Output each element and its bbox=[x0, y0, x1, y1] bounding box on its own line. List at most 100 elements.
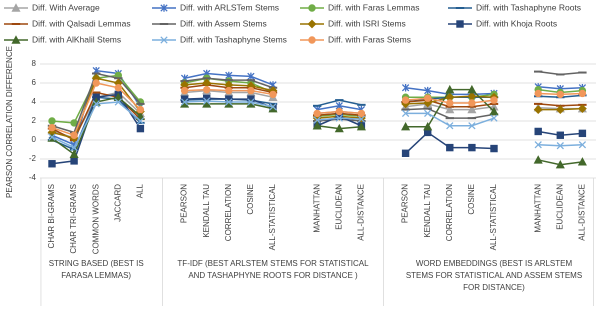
data-point bbox=[48, 123, 56, 132]
data-point bbox=[445, 84, 455, 94]
legend-label: Diff. with ISRI Stems bbox=[328, 18, 406, 28]
x-tick-label: EUCLIDEAN bbox=[334, 184, 343, 230]
data-point bbox=[114, 98, 122, 106]
x-tick-label: CHAR TRI-GRAMS bbox=[69, 184, 78, 254]
data-point bbox=[533, 105, 543, 115]
legend-symbol bbox=[308, 36, 316, 44]
data-point bbox=[313, 109, 321, 118]
x-tick-label: ALL-STATISTICAL bbox=[489, 183, 498, 250]
legend-symbol bbox=[307, 19, 317, 29]
x-tick-label: PEARSON bbox=[401, 184, 410, 223]
data-point bbox=[446, 99, 454, 107]
x-tick-label: KENDALL TAU bbox=[423, 184, 432, 238]
data-point bbox=[357, 109, 366, 118]
legend-symbol bbox=[308, 4, 316, 12]
data-point bbox=[555, 105, 565, 115]
data-point bbox=[92, 79, 100, 87]
group-label: AND TASHAPHYNE ROOTS FOR DISTANCE ) bbox=[188, 271, 358, 280]
data-point bbox=[247, 98, 255, 106]
x-tick-label: COMMON WORDS bbox=[91, 184, 100, 254]
x-tick-label: COSINE bbox=[246, 184, 255, 215]
data-point bbox=[468, 143, 476, 152]
data-point bbox=[534, 89, 542, 98]
data-point bbox=[114, 84, 123, 92]
legend-symbol bbox=[11, 3, 21, 12]
data-point bbox=[424, 109, 432, 118]
x-tick-label: EUCLIDEAN bbox=[555, 184, 564, 230]
x-tick-label: CHAR BI-GRAMS bbox=[47, 184, 56, 248]
data-point bbox=[490, 144, 498, 153]
data-point bbox=[203, 85, 211, 94]
data-point bbox=[401, 109, 410, 118]
data-point bbox=[247, 72, 255, 81]
data-point bbox=[401, 84, 410, 92]
data-point bbox=[357, 115, 366, 123]
data-point bbox=[424, 94, 432, 102]
legend-label: Diff. with Qalsadi Lemmas bbox=[32, 18, 131, 28]
data-point bbox=[136, 105, 145, 114]
x-tick-label: JACCARD bbox=[113, 184, 122, 222]
data-point bbox=[180, 98, 189, 106]
x-tick-label: KENDALL TAU bbox=[202, 184, 211, 238]
data-point bbox=[490, 96, 498, 104]
data-point bbox=[534, 141, 542, 149]
data-point bbox=[401, 149, 410, 158]
data-point bbox=[468, 99, 476, 107]
x-tick-label: COSINE bbox=[467, 184, 476, 215]
legend-label: Diff. with AlKhalil Stems bbox=[32, 34, 121, 44]
data-point bbox=[70, 131, 78, 139]
data-point bbox=[136, 124, 145, 133]
group-label: STEMS FOR STATISTICAL AND ASSEM STEMS bbox=[406, 271, 582, 280]
data-point bbox=[247, 86, 255, 95]
data-point bbox=[70, 143, 78, 152]
y-axis-label: PEARSON CORRELATION DIFFERENCE bbox=[5, 46, 14, 198]
data-point bbox=[556, 142, 564, 150]
legend-symbol bbox=[11, 35, 21, 44]
data-point bbox=[489, 106, 499, 116]
y-tick-label: 6 bbox=[32, 78, 37, 87]
x-tick-label: CORRELATION bbox=[445, 184, 454, 241]
data-point bbox=[534, 127, 542, 136]
data-point bbox=[225, 86, 233, 95]
data-point bbox=[92, 100, 100, 108]
legend-symbol bbox=[160, 4, 168, 12]
data-point bbox=[578, 129, 587, 138]
data-point bbox=[48, 117, 56, 125]
data-point bbox=[48, 133, 56, 141]
legend-label: Diff. with Tashaphyne Roots bbox=[476, 2, 581, 12]
data-point bbox=[335, 107, 343, 116]
data-point bbox=[423, 121, 433, 131]
data-point bbox=[577, 104, 587, 114]
legend-symbol bbox=[160, 36, 168, 44]
x-tick-label: ALL-DISTANCE bbox=[578, 184, 587, 241]
data-point bbox=[468, 122, 476, 130]
data-point bbox=[269, 90, 277, 99]
data-point bbox=[335, 114, 343, 122]
y-tick-label: -2 bbox=[29, 154, 37, 163]
data-point bbox=[577, 157, 587, 166]
x-tick-label: MANHATTAN bbox=[312, 184, 321, 233]
data-point bbox=[578, 89, 587, 98]
x-tick-label: ALL bbox=[136, 183, 145, 198]
x-tick-label: MANHATTAN bbox=[533, 184, 542, 233]
legend-label: Diff. With Average bbox=[32, 2, 100, 12]
group-label: FARASA LEMMAS) bbox=[61, 271, 131, 280]
x-tick-label: PEARSON bbox=[180, 184, 189, 223]
x-tick-label: ALL-STATISTICAL bbox=[268, 183, 277, 250]
data-point bbox=[113, 92, 123, 101]
data-point bbox=[467, 104, 477, 114]
y-tick-label: 2 bbox=[32, 116, 37, 125]
data-point bbox=[424, 86, 432, 95]
data-point bbox=[401, 96, 410, 104]
data-point bbox=[556, 131, 564, 139]
y-tick-label: 0 bbox=[32, 135, 37, 144]
group-label: WORD EMBEDDINGS (BEST IS ARLSTEM bbox=[416, 259, 573, 268]
legend-label: Diff. with Faras Stems bbox=[328, 34, 411, 44]
data-point bbox=[48, 160, 56, 168]
legend-label: Diff. with Faras Lemmas bbox=[328, 2, 419, 12]
data-point bbox=[135, 111, 145, 120]
data-point bbox=[313, 116, 321, 124]
data-point bbox=[312, 120, 322, 130]
legend-label: Diff. with ARLSTem Stems bbox=[180, 2, 279, 12]
